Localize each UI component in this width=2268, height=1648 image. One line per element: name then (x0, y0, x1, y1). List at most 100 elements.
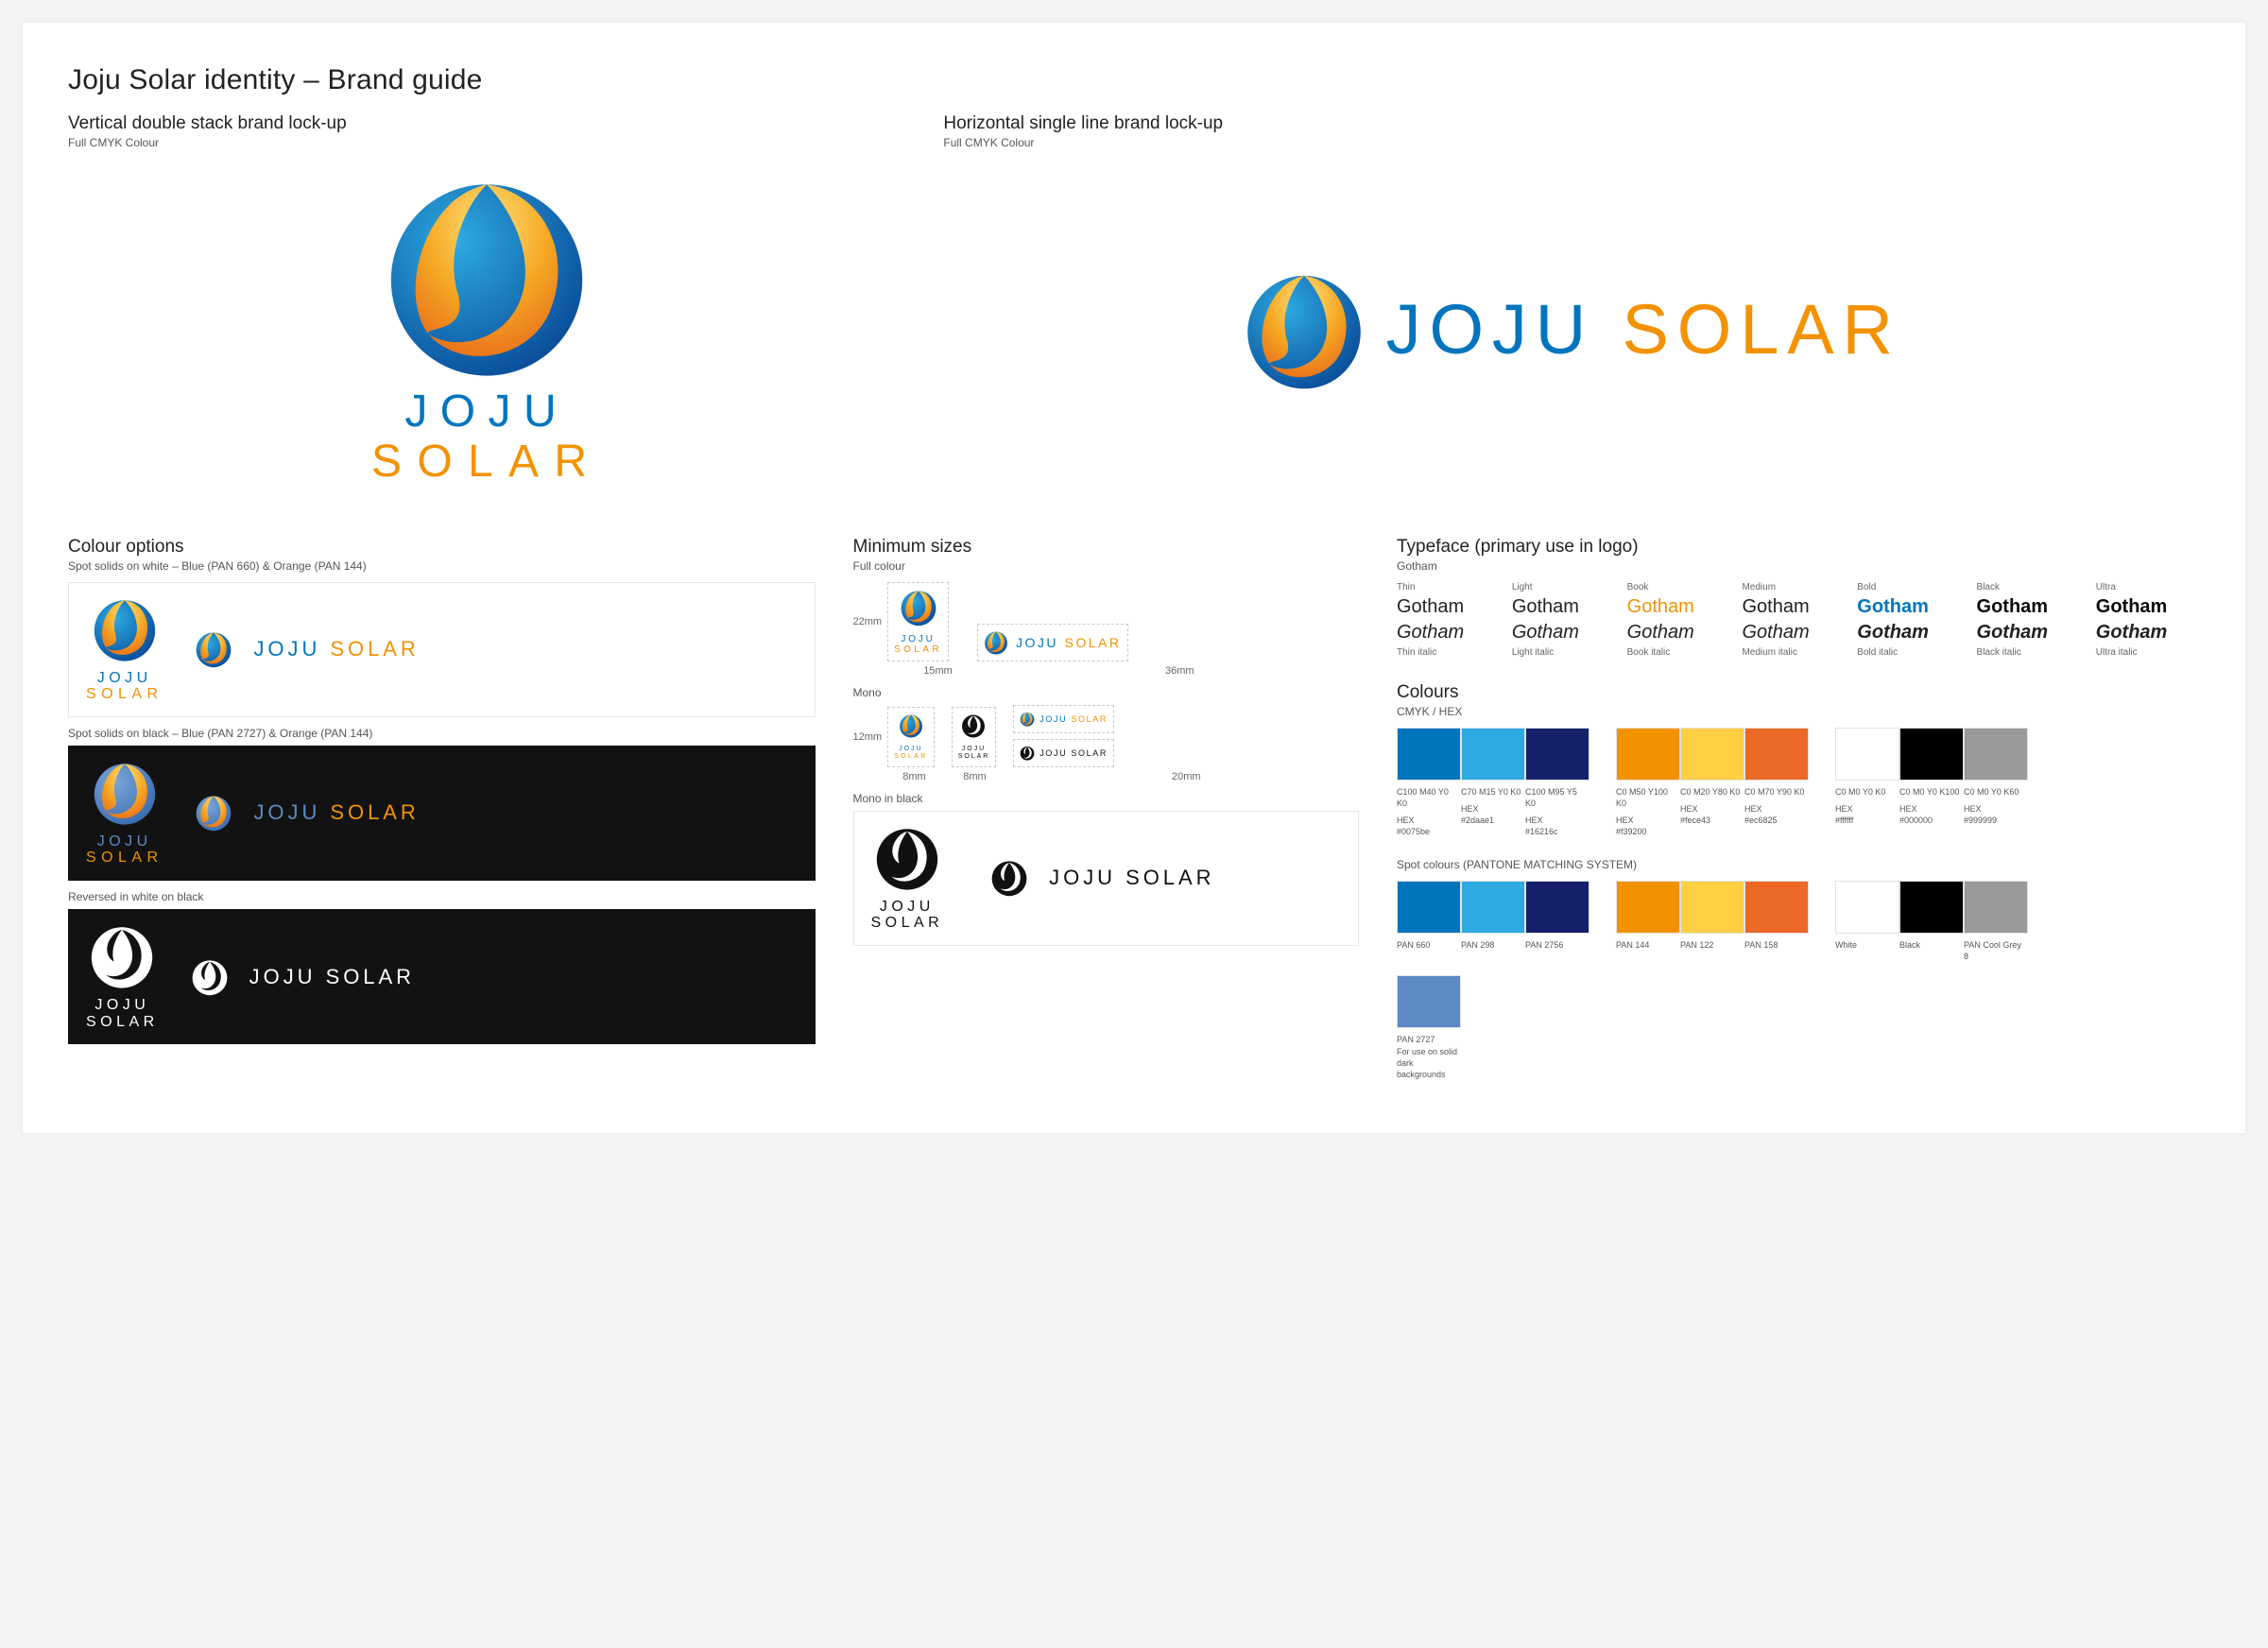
wordmark-solar: SOLAR (371, 438, 602, 488)
logo-orb-icon (899, 713, 923, 738)
logo-orb-icon (961, 713, 986, 738)
wordmark-joju: JOJU (404, 386, 569, 437)
tf-sample-italic: Gotham (1857, 622, 1961, 644)
colours-title: Colours (1397, 682, 2200, 703)
swatch: C0 M0 Y0 K100HEX#000000 (1899, 728, 1964, 838)
swatch: C0 M50 Y100 K0HEX#f39200 (1616, 728, 1680, 838)
swatch: PAN 298 (1461, 881, 1525, 962)
swatch: White (1835, 881, 1899, 962)
swatch-group: PAN 144 PAN 122 PAN 158 (1616, 881, 1809, 962)
swatch: PAN Cool Grey 8 (1964, 881, 2028, 962)
logo-orb-icon (92, 760, 158, 826)
swatch-group: C0 M0 Y0 K0HEX#ffffff C0 M0 Y0 K100HEX#0… (1835, 728, 2028, 838)
tf-sample: Gotham (1397, 596, 1497, 618)
option-white: JOJUSOLAR JOJU SOLAR (68, 582, 816, 717)
typeface-grid: Thin Light Book Medium Bold Black Ultra Gotham G… (1397, 582, 2200, 658)
cmyk-swatches: C100 M40 Y0 K0HEX#0075be C70 M15 Y0 K0HE… (1397, 728, 2200, 838)
typeface-title: Typeface (primary use in logo) (1397, 537, 2200, 558)
spot-title: Spot colours (PANTONE MATCHING SYSTEM) (1397, 858, 2200, 871)
swatch: C0 M0 Y0 K60HEX#999999 (1964, 728, 2028, 838)
tf-sample-italic: Gotham (2096, 622, 2200, 644)
tf-italic-label: Medium italic (1742, 647, 1842, 658)
logo-vertical: JOJU SOLAR (371, 172, 602, 488)
colour-options-title: Colour options (68, 537, 816, 558)
tf-sample-italic: Gotham (1512, 622, 1612, 644)
hero-v-sub: Full CMYK Colour (68, 136, 905, 149)
hero-v-heading: Vertical double stack brand lock-up (68, 113, 905, 134)
min-horizontal: JOJU SOLAR (977, 624, 1128, 661)
logo-orb-icon (1243, 268, 1366, 391)
logo-orb-icon (191, 958, 229, 996)
tf-italic-label: Black italic (1977, 647, 2081, 658)
swatch: C0 M0 Y0 K0HEX#ffffff (1835, 728, 1899, 838)
swatch: PAN 660 (1397, 881, 1461, 962)
page-title: Joju Solar identity – Brand guide (68, 64, 2200, 96)
swatch: C100 M40 Y0 K0HEX#0075be (1397, 728, 1461, 838)
min-vertical: JOJUSOLAR (887, 582, 949, 661)
swatch: C100 M95 Y5 K0HEX#16216c (1525, 728, 1589, 838)
logo-orb-icon (874, 825, 940, 891)
swatch: PAN 122 (1680, 881, 1744, 962)
tf-weight-label: Medium (1742, 582, 1842, 592)
hero-h-sub: Full CMYK Colour (943, 136, 2200, 149)
mono-black-panel: JOJUSOLAR JOJU SOLAR (853, 811, 1360, 946)
tf-sample-italic: Gotham (1397, 622, 1497, 644)
swatch: Black (1899, 881, 1964, 962)
tf-sample-italic: Gotham (1627, 622, 1727, 644)
tf-sample: Gotham (1627, 596, 1727, 618)
tf-italic-label: Ultra italic (2096, 647, 2200, 658)
logo-orb-icon (92, 596, 158, 662)
option-reversed: JOJUSOLAR JOJU SOLAR (68, 909, 816, 1044)
logo-orb-icon (984, 630, 1008, 655)
colours-sub: CMYK / HEX (1397, 705, 2200, 718)
min-title: Minimum sizes (853, 537, 1360, 558)
wordmark-solar: SOLAR (1623, 290, 1901, 369)
option-reversed-label: Reversed in white on black (68, 890, 816, 903)
tf-sample: Gotham (1857, 596, 1961, 618)
min-mono-label: Mono (853, 686, 1360, 699)
tf-italic-label: Light italic (1512, 647, 1612, 658)
tf-weight-label: Ultra (2096, 582, 2200, 592)
tf-sample: Gotham (1742, 596, 1842, 618)
logo-orb-icon (89, 923, 155, 989)
tf-weight-label: Bold (1857, 582, 1961, 592)
hero-h-heading: Horizontal single line brand lock-up (943, 113, 2200, 134)
logo-orb-icon (195, 630, 232, 668)
logo-orb-icon (383, 172, 591, 380)
tf-weight-label: Thin (1397, 582, 1497, 592)
swatch-group: White Black PAN Cool Grey 8 (1835, 881, 2028, 962)
logo-horizontal: JOJU SOLAR (1243, 268, 1901, 391)
typeface-colours: Typeface (primary use in logo) Gotham Th… (1397, 537, 2200, 1080)
hero-vertical: Vertical double stack brand lock-up Full… (68, 113, 905, 510)
tf-weight-label: Book (1627, 582, 1727, 592)
tf-weight-label: Black (1977, 582, 2081, 592)
tf-sample: Gotham (2096, 596, 2200, 618)
tf-italic-label: Thin italic (1397, 647, 1497, 658)
min-sub: Full colour (853, 559, 1360, 573)
swatch: PAN 144 (1616, 881, 1680, 962)
min-mono-black-label: Mono in black (853, 792, 1360, 805)
swatch: C0 M20 Y80 K0HEX#fece43 (1680, 728, 1744, 838)
option-black-label: Spot solids on black – Blue (PAN 2727) &… (68, 727, 816, 740)
logo-orb-icon (195, 794, 232, 832)
swatch-group: C100 M40 Y0 K0HEX#0075be C70 M15 Y0 K0HE… (1397, 728, 1589, 838)
tf-weight-label: Light (1512, 582, 1612, 592)
tf-sample: Gotham (1977, 596, 2081, 618)
swatch: PAN 2756 (1525, 881, 1589, 962)
tf-sample-italic: Gotham (1742, 622, 1842, 644)
colour-options-sub: Spot solids on white – Blue (PAN 660) & … (68, 559, 816, 573)
tf-italic-label: Book italic (1627, 647, 1727, 658)
tf-sample-italic: Gotham (1977, 622, 2081, 644)
minimum-sizes: Minimum sizes Full colour 22mm JOJUSOL (853, 537, 1360, 1080)
logo-orb-icon (900, 589, 937, 627)
wordmark-joju: JOJU (1386, 290, 1595, 369)
swatch-group: C0 M50 Y100 K0HEX#f39200 C0 M20 Y80 K0HE… (1616, 728, 1809, 838)
logo-orb-icon (1020, 746, 1035, 761)
brand-guide-page: Joju Solar identity – Brand guide Vertic… (23, 23, 2245, 1133)
swatch: C70 M15 Y0 K0HEX#2daae1 (1461, 728, 1525, 838)
logo-orb-icon (990, 859, 1028, 897)
swatch-group: PAN 660 PAN 298 PAN 2756 (1397, 881, 1589, 962)
swatch: C0 M70 Y90 K0HEX#ec6825 (1744, 728, 1809, 838)
tf-sample: Gotham (1512, 596, 1612, 618)
colour-options: Colour options Spot solids on white – Bl… (68, 537, 816, 1080)
